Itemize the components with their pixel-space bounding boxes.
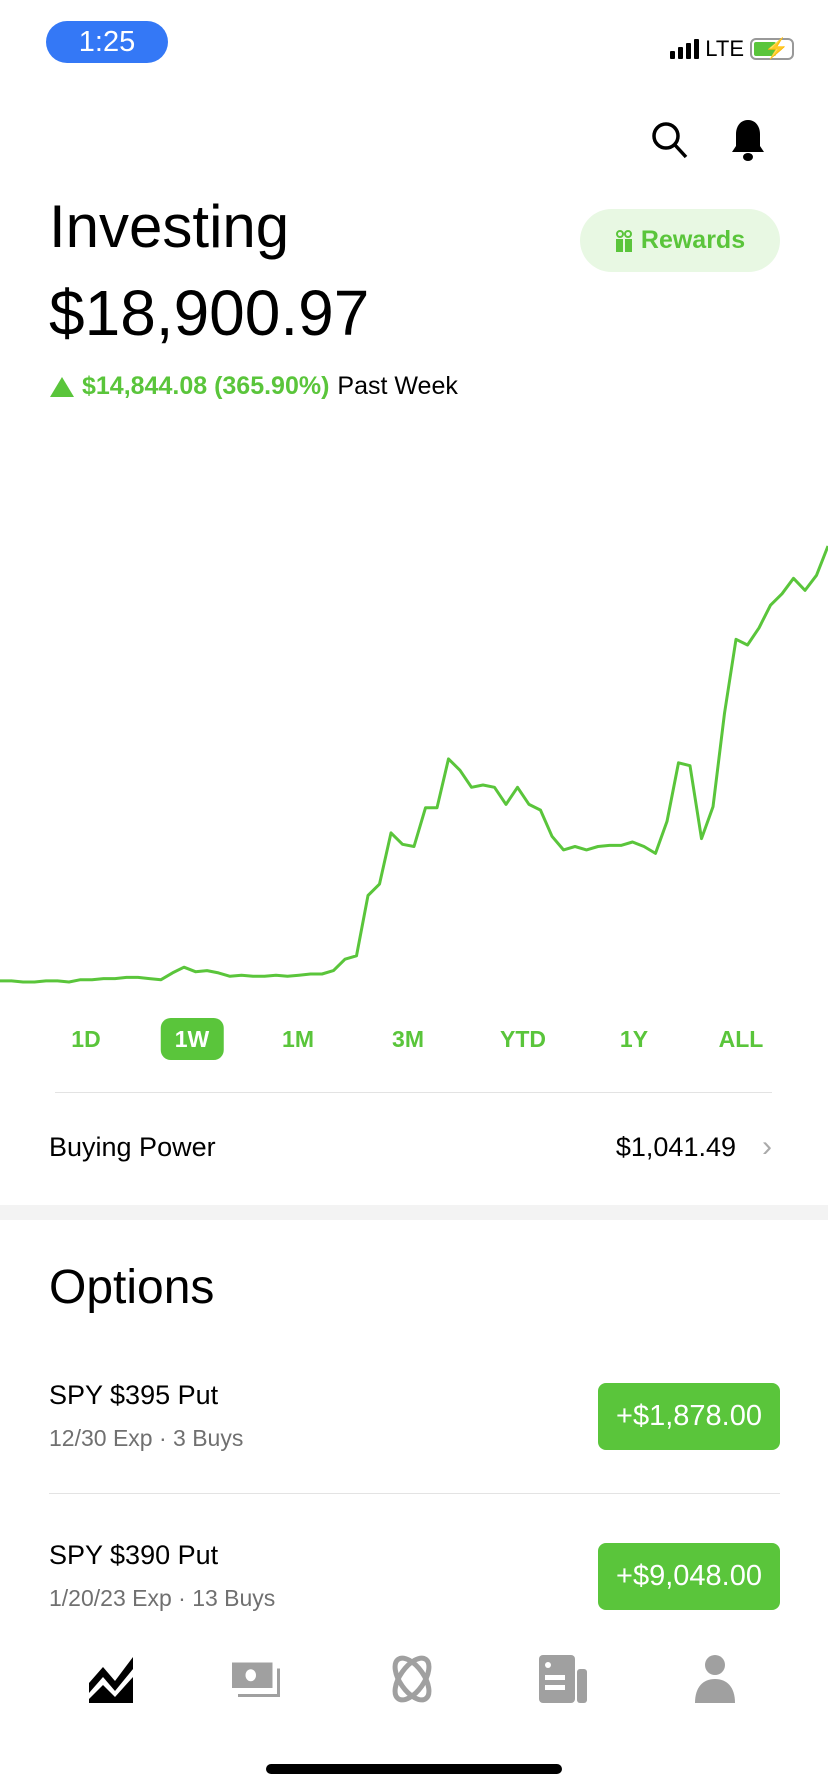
rewards-button[interactable]: Rewards <box>580 209 780 272</box>
period-tab-ytd[interactable]: YTD <box>500 1026 546 1052</box>
gift-icon <box>615 229 632 252</box>
change-period: Past Week <box>337 372 458 400</box>
buying-power-value: $1,041.49 <box>615 1131 736 1162</box>
network-label: LTE <box>705 36 744 61</box>
bell-icon[interactable] <box>730 118 766 162</box>
account-icon[interactable] <box>691 1655 739 1703</box>
news-icon[interactable] <box>539 1655 587 1703</box>
portfolio-chart[interactable] <box>0 434 828 1004</box>
period-tab-all[interactable]: ALL <box>718 1026 764 1052</box>
divider <box>55 1092 772 1093</box>
option-row[interactable]: SPY $395 Put 12/30 Exp · 3 Buys +$1,878.0… <box>49 1380 780 1452</box>
banking-icon[interactable] <box>232 1655 280 1703</box>
option-sub: 1/20/23 Exp · 13 Buys <box>49 1585 276 1611</box>
period-tab-1m[interactable]: 1M <box>282 1026 314 1052</box>
chart-series-line <box>0 545 828 984</box>
home-indicator[interactable] <box>266 1764 562 1774</box>
option-name: SPY $390 Put <box>49 1540 219 1570</box>
period-tab-1d[interactable]: 1D <box>71 1026 101 1052</box>
option-row[interactable]: SPY $390 Put 1/20/23 Exp · 13 Buys +$9,04… <box>49 1540 780 1612</box>
period-tab-1y[interactable]: 1Y <box>619 1026 649 1052</box>
option-name: SPY $395 Put <box>49 1380 219 1410</box>
buying-power-row[interactable]: Buying Power $1,041.49 › <box>49 1130 772 1164</box>
crypto-icon[interactable] <box>388 1655 436 1703</box>
page-title: Investing <box>49 193 290 260</box>
option-gain-button[interactable]: +$1,878.00 <box>598 1382 780 1450</box>
change-summary: $14,844.08 (365.90%) Past Week <box>50 372 458 401</box>
period-tab-1w[interactable]: 1W <box>160 1018 224 1060</box>
divider <box>49 1493 780 1494</box>
portfolio-value: $18,900.97 <box>49 277 370 349</box>
option-sub: 12/30 Exp · 3 Buys <box>49 1425 244 1451</box>
up-arrow-icon <box>50 376 74 397</box>
option-gain-button[interactable]: +$9,048.00 <box>598 1542 780 1610</box>
status-time: 1:25 <box>46 21 168 63</box>
status-bar: LTE ⚡ <box>670 36 794 62</box>
rewards-label: Rewards <box>640 226 746 254</box>
options-heading: Options <box>49 1261 215 1314</box>
change-amount: $14,844.08 (365.90%) <box>82 372 330 400</box>
battery-icon: ⚡ <box>750 38 794 60</box>
signal-icon <box>670 39 700 59</box>
search-icon[interactable] <box>650 120 690 160</box>
investing-icon[interactable] <box>87 1655 135 1703</box>
chevron-right-icon: › <box>762 1130 772 1163</box>
period-selector: 1D 1W 1M 3M YTD 1Y ALL <box>0 1018 828 1060</box>
period-tab-3m[interactable]: 3M <box>392 1026 424 1052</box>
buying-power-label: Buying Power <box>49 1131 216 1162</box>
section-separator <box>0 1205 828 1220</box>
